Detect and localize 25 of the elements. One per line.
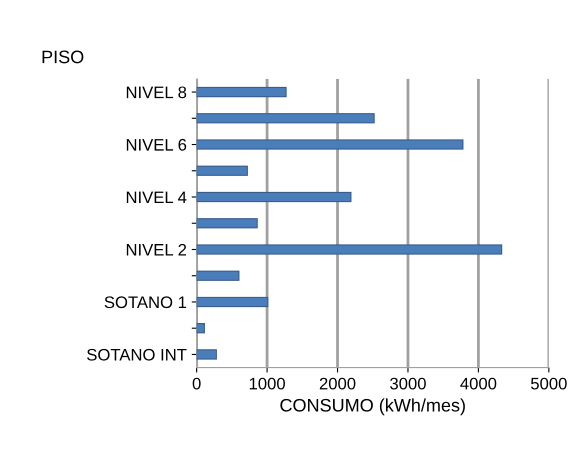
- y-tick-label: NIVEL 4: [126, 192, 186, 204]
- bar: [196, 270, 240, 281]
- chart-title: PISO: [42, 50, 84, 64]
- bar: [196, 192, 352, 202]
- x-tick-label: 2000: [320, 378, 356, 390]
- bar: [196, 296, 268, 308]
- x-tick-label: 5000: [530, 378, 567, 390]
- bar: [196, 166, 248, 176]
- x-axis-title: CONSUMO (kWh/mes): [280, 398, 465, 416]
- y-tick-label: SOTANO INT: [87, 348, 187, 361]
- x-tick-label: 3000: [390, 378, 426, 390]
- x-tick-label: 1000: [250, 378, 285, 390]
- bar: [196, 323, 205, 334]
- x-tick-label: 0: [192, 378, 201, 390]
- bar: [196, 113, 375, 124]
- x-tick-label: 4000: [460, 378, 496, 390]
- bar: [196, 139, 464, 150]
- bar: [196, 349, 217, 360]
- bar: [196, 86, 287, 98]
- bar: [196, 218, 258, 228]
- bar: [196, 244, 502, 255]
- y-tick-label: NIVEL 2: [126, 244, 186, 256]
- y-tick-label: NIVEL 8: [126, 86, 186, 98]
- y-tick-label: SOTANO 1: [104, 296, 186, 308]
- y-tick-label: NIVEL 6: [126, 138, 186, 151]
